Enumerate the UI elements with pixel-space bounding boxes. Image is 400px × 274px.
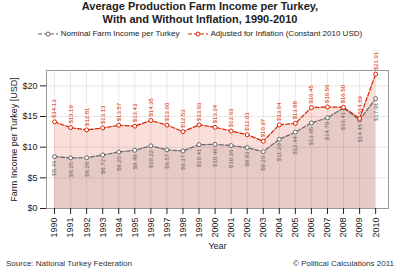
svg-text:2000: 2000 (210, 218, 220, 238)
html-text:With and Without Inflation, 19: With and Without Inflation, 1990-2010 (102, 13, 298, 25)
svg-text:$9.20: $9.20 (116, 155, 122, 171)
svg-text:$14.79: $14.79 (324, 121, 330, 140)
svg-text:$12.53: $12.53 (180, 109, 186, 128)
svg-text:Farm Income per Turkey [USD]: Farm Income per Turkey [USD] (9, 77, 19, 202)
svg-text:$10.46: $10.46 (212, 148, 218, 167)
svg-text:$13.57: $13.57 (116, 102, 122, 121)
svg-text:$13.43: $13.43 (132, 103, 138, 122)
svg-text:1997: 1997 (162, 218, 172, 238)
svg-text:$12.03: $12.03 (244, 112, 250, 131)
svg-text:$8.46: $8.46 (51, 160, 57, 176)
html-text:Source: National Turkey Federa: Source: National Turkey Federation (6, 259, 132, 268)
svg-text:$9.57: $9.57 (164, 153, 170, 169)
svg-text:$5: $5 (27, 173, 37, 183)
svg-text:$14.35: $14.35 (148, 97, 154, 116)
svg-text:$9.49: $9.49 (132, 154, 138, 170)
svg-text:$17.91: $17.91 (373, 102, 379, 121)
svg-text:$10.26: $10.26 (228, 149, 234, 168)
svg-text:$8.25: $8.25 (68, 161, 74, 177)
svg-text:$12.81: $12.81 (84, 107, 90, 126)
svg-text:$9.26: $9.26 (260, 155, 266, 171)
svg-text:2009: 2009 (354, 218, 364, 238)
html-text:Average Production Farm Income: Average Production Farm Income per Turke… (81, 0, 319, 12)
svg-text:$16.50: $16.50 (340, 84, 346, 103)
html-text:Adjusted for Inflation (Consta: Adjusted for Inflation (Constant 2010 US… (210, 29, 363, 38)
svg-text:$11.29: $11.29 (276, 143, 282, 162)
svg-text:1991: 1991 (65, 218, 75, 238)
svg-text:1994: 1994 (114, 218, 124, 238)
html-text:Nominal Farm Income per Turkey: Nominal Farm Income per Turkey (60, 29, 180, 38)
svg-text:2002: 2002 (242, 218, 252, 238)
svg-text:$10.97: $10.97 (260, 118, 266, 137)
svg-text:1990: 1990 (49, 218, 59, 238)
svg-text:2010: 2010 (371, 218, 381, 238)
svg-text:$13.63: $13.63 (196, 102, 202, 121)
svg-text:$9.37: $9.37 (180, 154, 186, 170)
svg-text:$14.69: $14.69 (357, 95, 363, 114)
svg-text:$14.13: $14.13 (51, 99, 57, 118)
svg-text:$13.88: $13.88 (292, 100, 298, 119)
svg-text:$13.60: $13.60 (164, 102, 170, 121)
svg-text:1993: 1993 (98, 218, 108, 238)
svg-text:$20: $20 (22, 81, 37, 91)
svg-text:2007: 2007 (322, 218, 332, 238)
svg-text:$16.56: $16.56 (324, 84, 330, 103)
svg-text:$9.93: $9.93 (244, 151, 250, 167)
svg-text:2003: 2003 (258, 218, 268, 238)
svg-text:Year: Year (208, 241, 226, 251)
svg-text:$13.64: $13.64 (276, 102, 282, 121)
svg-text:$8.72: $8.72 (100, 158, 106, 174)
svg-text:1996: 1996 (146, 218, 156, 238)
svg-text:$10.41: $10.41 (196, 148, 202, 167)
svg-text:$10.22: $10.22 (148, 149, 154, 168)
svg-text:1999: 1999 (194, 218, 204, 238)
svg-text:2004: 2004 (274, 218, 284, 238)
svg-text:2005: 2005 (290, 218, 300, 238)
svg-text:$21.91: $21.91 (373, 51, 379, 70)
svg-text:$13.95: $13.95 (308, 126, 314, 145)
svg-text:2001: 2001 (226, 218, 236, 238)
svg-text:$13.19: $13.19 (68, 105, 74, 124)
svg-text:$12.44: $12.44 (292, 136, 298, 155)
html-text:© Political Calculations 2011: © Political Calculations 2011 (293, 259, 394, 268)
svg-text:$8.28: $8.28 (84, 161, 90, 177)
svg-text:$13.13: $13.13 (100, 105, 106, 124)
svg-text:2006: 2006 (306, 218, 316, 238)
svg-text:1995: 1995 (130, 218, 140, 238)
svg-text:1998: 1998 (178, 218, 188, 238)
svg-text:$0: $0 (27, 203, 37, 213)
svg-text:$13.24: $13.24 (212, 104, 218, 123)
svg-text:$10: $10 (22, 142, 37, 152)
svg-text:$16.45: $16.45 (308, 85, 314, 104)
svg-text:2008: 2008 (338, 218, 348, 238)
svg-text:1992: 1992 (82, 218, 92, 238)
svg-text:$16.41: $16.41 (340, 111, 346, 130)
svg-text:$12.63: $12.63 (228, 108, 234, 127)
svg-text:$15: $15 (22, 111, 37, 121)
svg-text:$14.45: $14.45 (357, 123, 363, 142)
